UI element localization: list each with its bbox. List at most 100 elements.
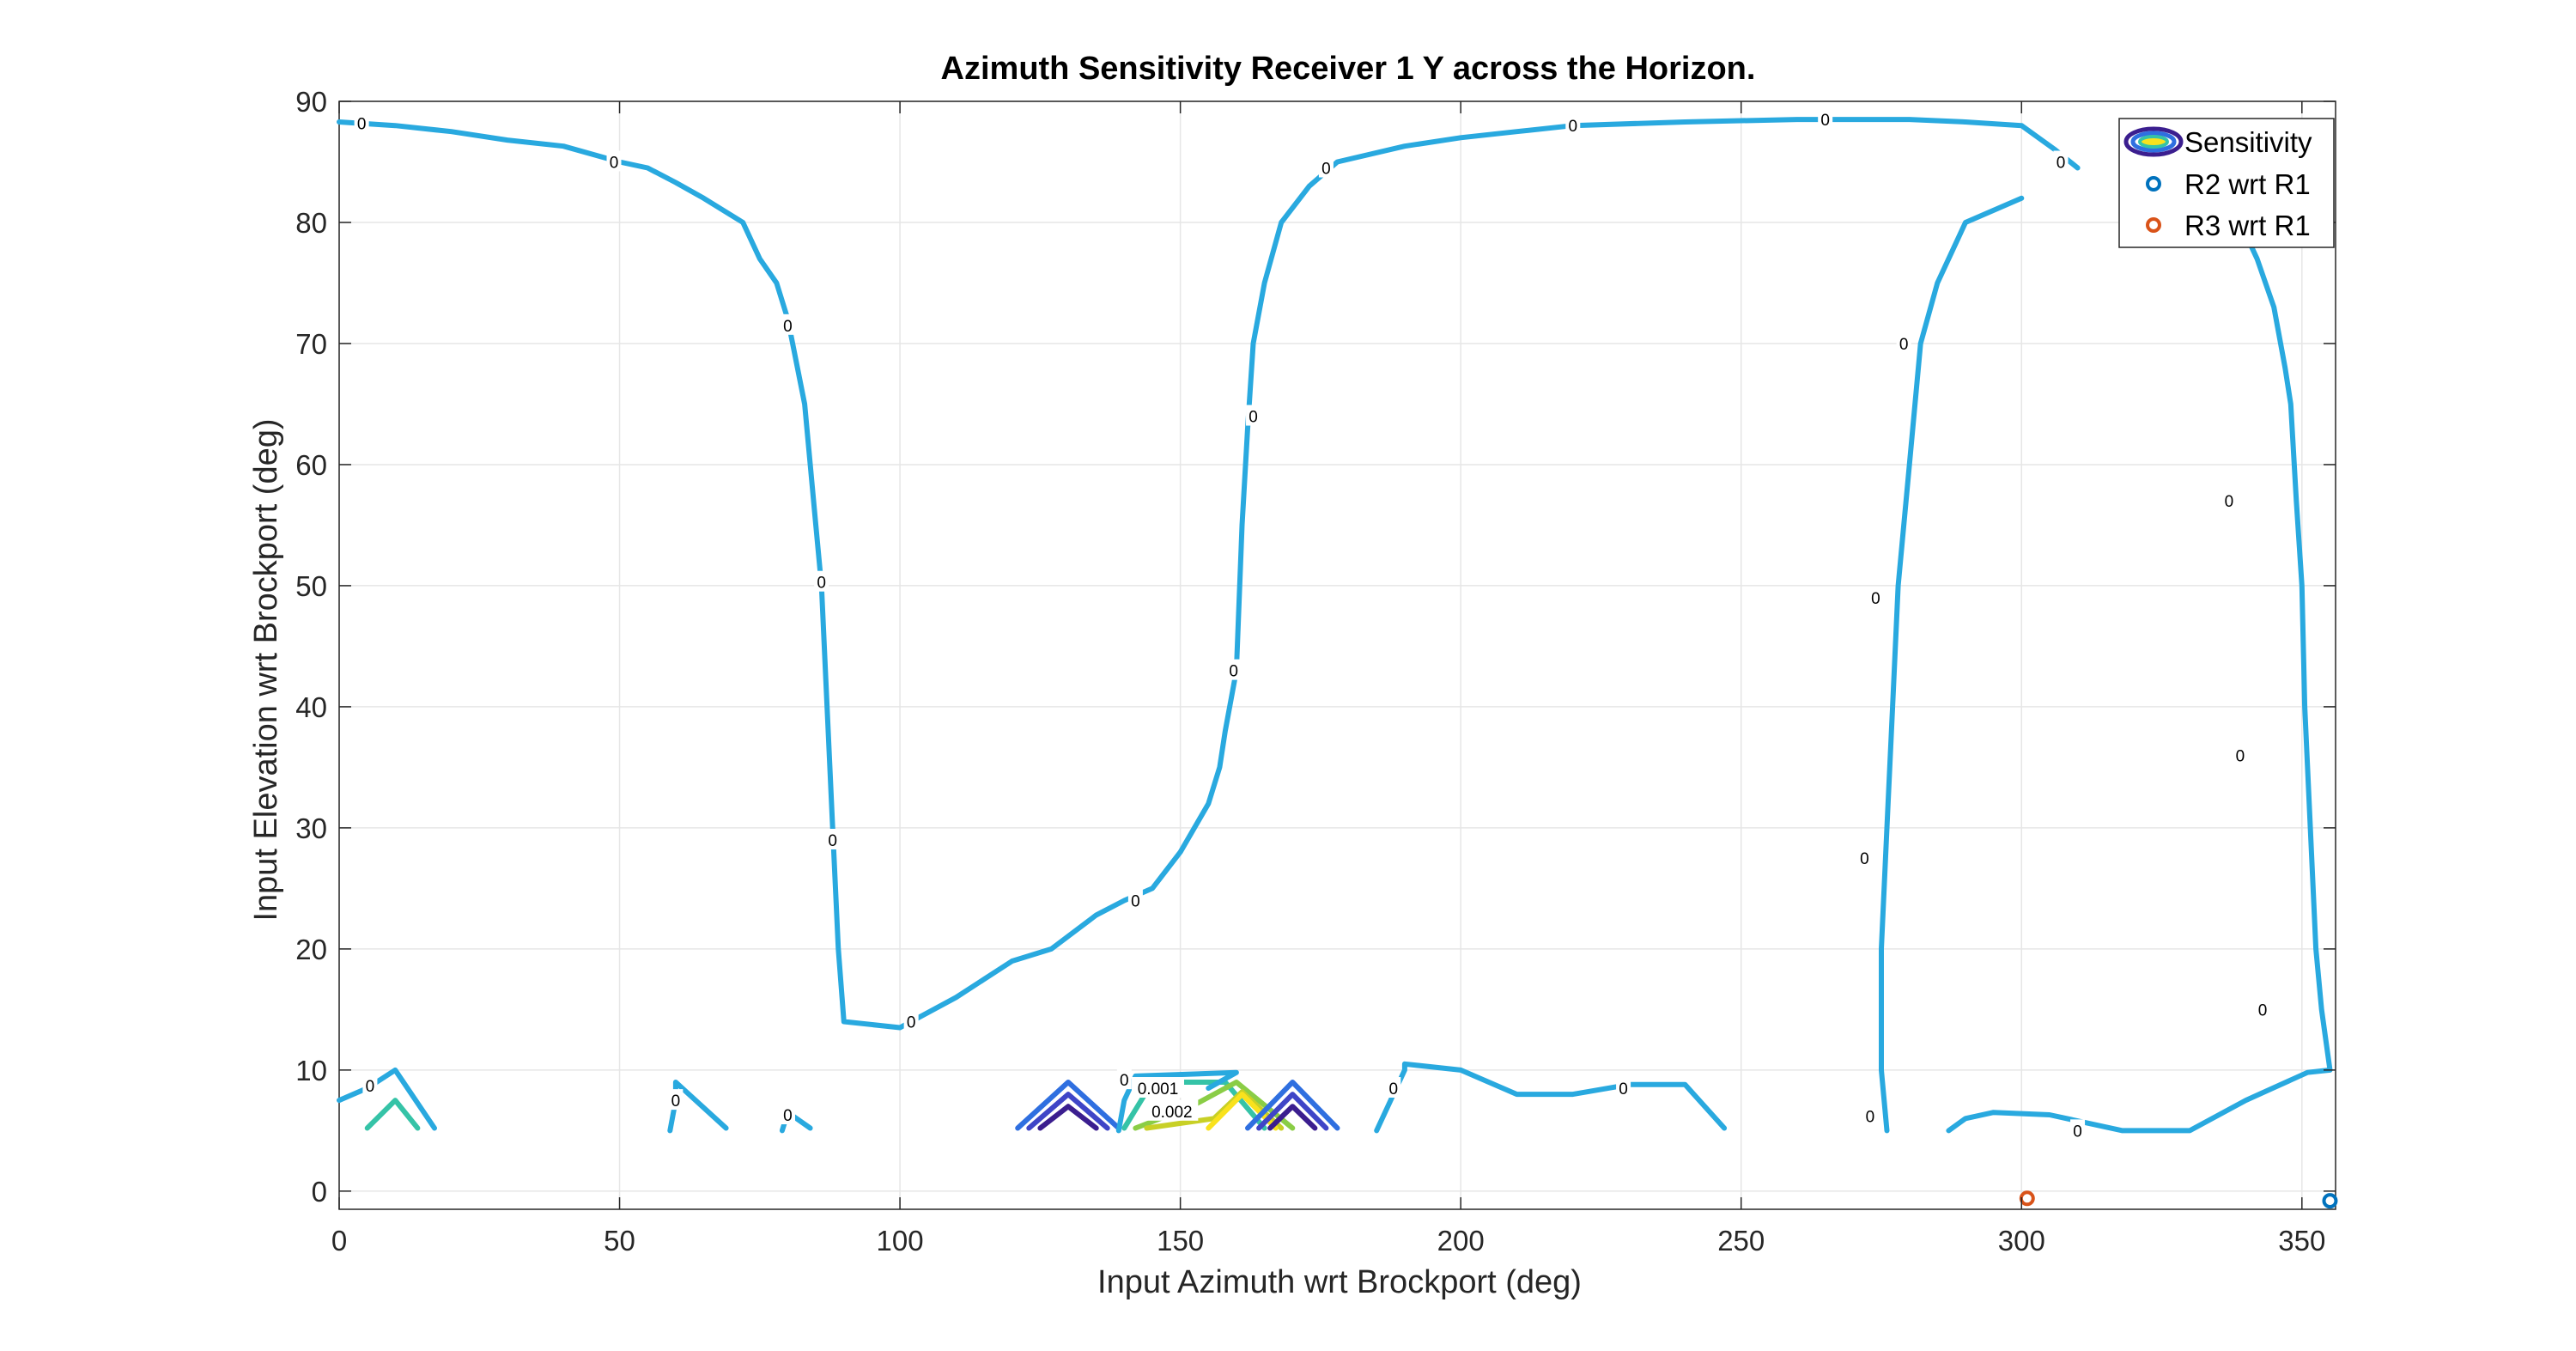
x-tick-label: 250 bbox=[1717, 1225, 1765, 1257]
contour-label: 0 bbox=[1229, 663, 1238, 681]
contour-label: 0 bbox=[1871, 590, 1880, 608]
y-tick-label: 90 bbox=[295, 86, 327, 118]
contour-label: 0 bbox=[357, 115, 367, 133]
y-tick-label: 30 bbox=[295, 812, 327, 844]
sensitivity-contour bbox=[1015, 1080, 1121, 1131]
contour-label-background bbox=[1127, 889, 1143, 910]
x-axis-label: Input Azimuth wrt Brockport (deg) bbox=[1097, 1264, 1582, 1300]
zero-contour-line bbox=[337, 117, 2081, 1031]
zero-contour-line bbox=[337, 1067, 437, 1131]
contour-label: 0 bbox=[1131, 892, 1140, 910]
contour-label-background bbox=[606, 150, 622, 172]
legend: Sensitivity R2 wrt R1 R3 wrt R1 bbox=[2118, 118, 2335, 248]
contour-label-background bbox=[1226, 659, 1242, 680]
contour-label-background bbox=[1616, 1077, 1631, 1098]
y-tick-label: 70 bbox=[295, 328, 327, 360]
contour-label: 0 bbox=[828, 832, 837, 850]
zero-contour-line bbox=[1946, 147, 2333, 1134]
contour-label-background bbox=[903, 1010, 919, 1032]
contour-label-background bbox=[1856, 847, 1872, 868]
contour-label-background bbox=[1145, 1099, 1199, 1121]
zero-contour-line bbox=[1115, 1069, 1239, 1134]
contour-label-background bbox=[354, 112, 369, 133]
x-tick-label: 150 bbox=[1157, 1225, 1204, 1257]
sensitivity-contour bbox=[1245, 1080, 1340, 1131]
legend-contour-icon-inner bbox=[2130, 131, 2177, 153]
contour-label: 0 bbox=[1860, 850, 1869, 868]
zero-contour-line bbox=[1374, 1061, 1728, 1134]
contour-label: 0 bbox=[1321, 161, 1331, 179]
y-tick-label: 20 bbox=[295, 934, 327, 965]
y-tick-label: 80 bbox=[295, 207, 327, 239]
legend-contour-icon bbox=[2123, 126, 2184, 157]
tick-layer: 0 50 100 150 200 250 300 350 0 10 20 30 40 50 60 70 80 90 bbox=[295, 86, 2336, 1257]
sensitivity-contour bbox=[1026, 1092, 1110, 1131]
contour-label-background bbox=[780, 313, 795, 335]
contour-label: 0.001 bbox=[1138, 1080, 1179, 1098]
legend-item-r3: R3 wrt R1 bbox=[2146, 210, 2311, 241]
contour-label-background bbox=[1318, 156, 1334, 178]
contour-label-background bbox=[2255, 998, 2270, 1019]
contour-label: 0 bbox=[2225, 493, 2234, 511]
sensitivity-contour bbox=[1037, 1104, 1099, 1131]
zero-contour-line bbox=[1879, 195, 2025, 1134]
legend-label-r3: R3 wrt R1 bbox=[2184, 210, 2311, 241]
contour-label: 0 bbox=[1249, 409, 1258, 427]
contour-label-background bbox=[780, 1104, 795, 1125]
contour-label: 0.002 bbox=[1151, 1104, 1193, 1122]
contour-label: 0 bbox=[1899, 336, 1909, 354]
y-tick-label: 0 bbox=[312, 1176, 327, 1208]
y-tick-label: 40 bbox=[295, 691, 327, 723]
legend-item-r2: R2 wrt R1 bbox=[2146, 168, 2311, 200]
y-axis-label: Input Elevation wrt Brockport (deg) bbox=[248, 418, 284, 921]
contour-label: 0 bbox=[671, 1092, 681, 1111]
x-tick-label: 200 bbox=[1437, 1225, 1485, 1257]
contour-label: 0 bbox=[2258, 1001, 2268, 1019]
contour-label-background bbox=[1896, 332, 1911, 353]
contour-label-background bbox=[668, 1089, 683, 1111]
contour-label: 0 bbox=[2073, 1123, 2082, 1141]
contour-label-background bbox=[1868, 587, 1883, 608]
x-tick-label: 300 bbox=[1998, 1225, 2045, 1257]
contour-label-background bbox=[2221, 490, 2237, 511]
contour-label: 0 bbox=[1866, 1108, 1875, 1126]
plot-area-frame bbox=[338, 100, 2336, 1210]
legend-label-r2: R2 wrt R1 bbox=[2184, 168, 2311, 200]
legend-item-sensitivity: Sensitivity bbox=[2123, 126, 2312, 158]
legend-marker-r2 bbox=[2146, 176, 2161, 192]
grid-lines bbox=[338, 100, 2336, 1209]
contour-label: 0 bbox=[783, 318, 793, 336]
legend-marker-r3 bbox=[2146, 217, 2161, 233]
contour-label-background bbox=[1818, 108, 1833, 130]
sensitivity-contour bbox=[1267, 1104, 1318, 1131]
x-tick-label: 0 bbox=[331, 1225, 347, 1257]
sensitivity-contour bbox=[1121, 1080, 1267, 1131]
contour-label-background bbox=[2233, 744, 2248, 765]
chart-title: Azimuth Sensitivity Receiver 1 Y across … bbox=[941, 51, 1756, 87]
x-tick-label: 50 bbox=[604, 1225, 635, 1257]
contour-label: 0 bbox=[783, 1107, 793, 1125]
r2-marker bbox=[2322, 1193, 2338, 1209]
contour-label: 0 bbox=[1820, 112, 1830, 130]
sensitivity-contour bbox=[1206, 1092, 1279, 1131]
y-tick-label: 10 bbox=[295, 1055, 327, 1086]
contour-label-background bbox=[362, 1074, 378, 1096]
contour-label: 0 bbox=[366, 1078, 375, 1096]
contour-label-background bbox=[2070, 1119, 2086, 1141]
contour-label: 0 bbox=[1569, 118, 1578, 136]
contour-label: 0 bbox=[2057, 154, 2066, 172]
legend-contour-icon-core bbox=[2138, 135, 2169, 149]
y-tick-label: 50 bbox=[295, 570, 327, 602]
contour-label: 0 bbox=[817, 575, 826, 593]
sensitivity-contour bbox=[1256, 1092, 1329, 1131]
x-tick-label: 350 bbox=[2278, 1225, 2325, 1257]
contour-label-background bbox=[1565, 114, 1581, 136]
contour-label-background bbox=[1116, 1068, 1132, 1090]
contour-label-background bbox=[2053, 150, 2069, 172]
contour-label: 0 bbox=[907, 1013, 916, 1032]
x-tick-label: 100 bbox=[877, 1225, 924, 1257]
contour-label: 0 bbox=[1389, 1080, 1399, 1098]
contour-label-background bbox=[825, 829, 841, 849]
